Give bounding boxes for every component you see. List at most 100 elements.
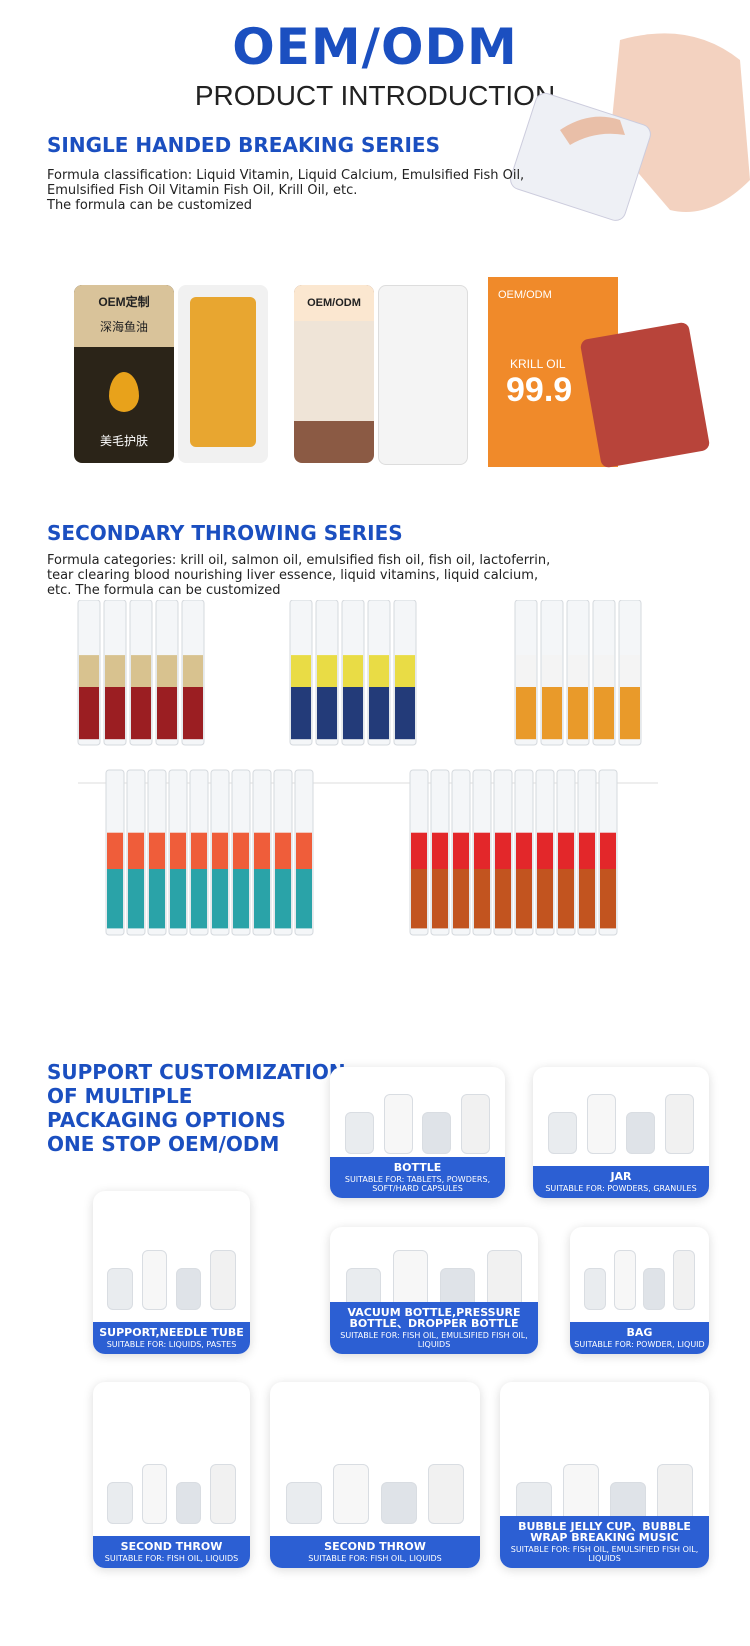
vial-part <box>183 687 203 740</box>
heading-line: SUPPORT CUSTOMIZATION <box>47 1060 346 1084</box>
vial-part <box>170 832 186 869</box>
vial-part <box>453 869 469 929</box>
card-subtitle: SUITABLE FOR: TABLETS, POWDERS, SOFT/HAR… <box>344 1175 491 1193</box>
card-subtitle: SUITABLE FOR: FISH OIL, LIQUIDS <box>104 1554 239 1563</box>
card-title: BAG <box>626 1326 653 1339</box>
vial-part <box>474 869 490 929</box>
vial-part <box>432 832 448 869</box>
package-card: VACUUM BOTTLE,PRESSURE BOTTLE、DROPPER BO… <box>330 1227 538 1354</box>
package-card: SECOND THROW SUITABLE FOR: FISH OIL, LIQU… <box>270 1382 480 1568</box>
vial-part <box>474 832 490 869</box>
package-card: SECOND THROW SUITABLE FOR: FISH OIL, LIQU… <box>93 1382 250 1568</box>
vial-part <box>275 869 291 929</box>
package-photo <box>103 1396 240 1524</box>
heading-line: PACKAGING OPTIONS <box>47 1108 286 1132</box>
vial-part <box>558 832 574 869</box>
heading-line: OF MULTIPLE <box>47 1084 193 1108</box>
package-photo <box>340 1241 528 1310</box>
vial-part <box>537 869 553 929</box>
card-band: BUBBLE JELLY CUP、BUBBLE WRAP BREAKING MU… <box>500 1516 709 1568</box>
vial-part <box>343 687 363 740</box>
pack-label: 99.9 <box>506 371 573 409</box>
vial-part <box>579 869 595 929</box>
vial-part <box>495 832 511 869</box>
vial-part <box>107 832 123 869</box>
card-band: SECOND THROW SUITABLE FOR: FISH OIL, LIQU… <box>270 1536 480 1568</box>
text-line: Emulsified Fish Oil Vitamin Fish Oil, Kr… <box>47 183 358 198</box>
vial-part <box>600 869 616 929</box>
vial-part <box>183 655 203 687</box>
package-photo <box>280 1396 470 1524</box>
vial-part <box>317 655 337 687</box>
vial-part <box>620 687 640 740</box>
text-line: etc. The formula can be customized <box>47 583 281 598</box>
vial-part <box>594 655 614 687</box>
vial-photos <box>77 600 658 936</box>
vial-part <box>131 687 151 740</box>
card-band: BAG SUITABLE FOR: POWDER, LIQUID <box>570 1322 709 1354</box>
vial-part <box>568 687 588 740</box>
package-card: BUBBLE JELLY CUP、BUBBLE WRAP BREAKING MU… <box>500 1382 709 1568</box>
card-title: SECOND THROW <box>120 1540 223 1553</box>
vial-part <box>128 869 144 929</box>
vial-part <box>395 687 415 740</box>
pack-back <box>378 285 468 465</box>
text-line: The formula can be customized <box>47 198 252 213</box>
pack-label: OEM定制 <box>98 295 150 309</box>
text-line: tear clearing blood nourishing liver ess… <box>47 568 539 583</box>
vial-part <box>233 832 249 869</box>
title: OEM/ODM <box>232 18 518 76</box>
vial-part <box>495 869 511 929</box>
vial-part <box>254 869 270 929</box>
vial-part <box>233 869 249 929</box>
card-band: VACUUM BOTTLE,PRESSURE BOTTLE、DROPPER BO… <box>330 1302 538 1354</box>
package-photo <box>510 1396 699 1524</box>
vial-part <box>395 655 415 687</box>
vial-part <box>411 869 427 929</box>
package-photo <box>103 1205 240 1310</box>
card-subtitle: SUITABLE FOR: FISH OIL, LIQUIDS <box>308 1554 442 1563</box>
package-photo <box>543 1081 699 1154</box>
package-card: SUPPORT,NEEDLE TUBE SUITABLE FOR: LIQUIDS… <box>93 1191 250 1354</box>
card-title: BUBBLE JELLY CUP、BUBBLE WRAP BREAKING MU… <box>518 1520 691 1544</box>
vial-part <box>516 869 532 929</box>
vial-part <box>579 832 595 869</box>
pack-fish-oil: OEM定制 深海鱼油 美毛护肤 <box>74 285 174 463</box>
text-line: Formula categories: krill oil, salmon oi… <box>47 553 551 568</box>
card-title: SECOND THROW <box>324 1540 426 1553</box>
vial-part <box>411 832 427 869</box>
pack-label: KRILL OIL <box>510 357 566 371</box>
pack-label: 深海鱼油 <box>99 320 148 334</box>
pack-krill-sachet <box>579 321 711 469</box>
vial-part <box>558 869 574 929</box>
package-card: BOTTLE SUITABLE FOR: TABLETS, POWDERS, SO… <box>330 1067 505 1198</box>
vial-part <box>296 832 312 869</box>
vial-part <box>369 655 389 687</box>
vial-part <box>516 655 536 687</box>
vial-part <box>191 869 207 929</box>
vial-part <box>275 832 291 869</box>
vial-part <box>594 687 614 740</box>
card-title: JAR <box>610 1170 632 1183</box>
card-band: SECOND THROW SUITABLE FOR: FISH OIL, LIQU… <box>93 1536 250 1568</box>
heading-line: ONE STOP OEM/ODM <box>47 1132 280 1156</box>
vial-part <box>317 687 337 740</box>
vial-part <box>291 655 311 687</box>
vial-part <box>170 869 186 929</box>
card-subtitle: SUITABLE FOR: FISH OIL, EMULSIFIED FISH … <box>340 1331 528 1349</box>
vial-part <box>105 655 125 687</box>
card-band: BOTTLE SUITABLE FOR: TABLETS, POWDERS, SO… <box>330 1157 505 1198</box>
vial-part <box>343 655 363 687</box>
vial-part <box>432 869 448 929</box>
hand-photo <box>510 33 750 221</box>
vial-part <box>79 655 99 687</box>
package-card: BAG SUITABLE FOR: POWDER, LIQUID <box>570 1227 709 1354</box>
vial-part <box>107 869 123 929</box>
pack-label: OEM/ODM <box>294 285 374 321</box>
vial-part <box>254 832 270 869</box>
vial-part <box>157 655 177 687</box>
vial-part <box>291 687 311 740</box>
vial-part <box>542 687 562 740</box>
vial-part <box>191 832 207 869</box>
